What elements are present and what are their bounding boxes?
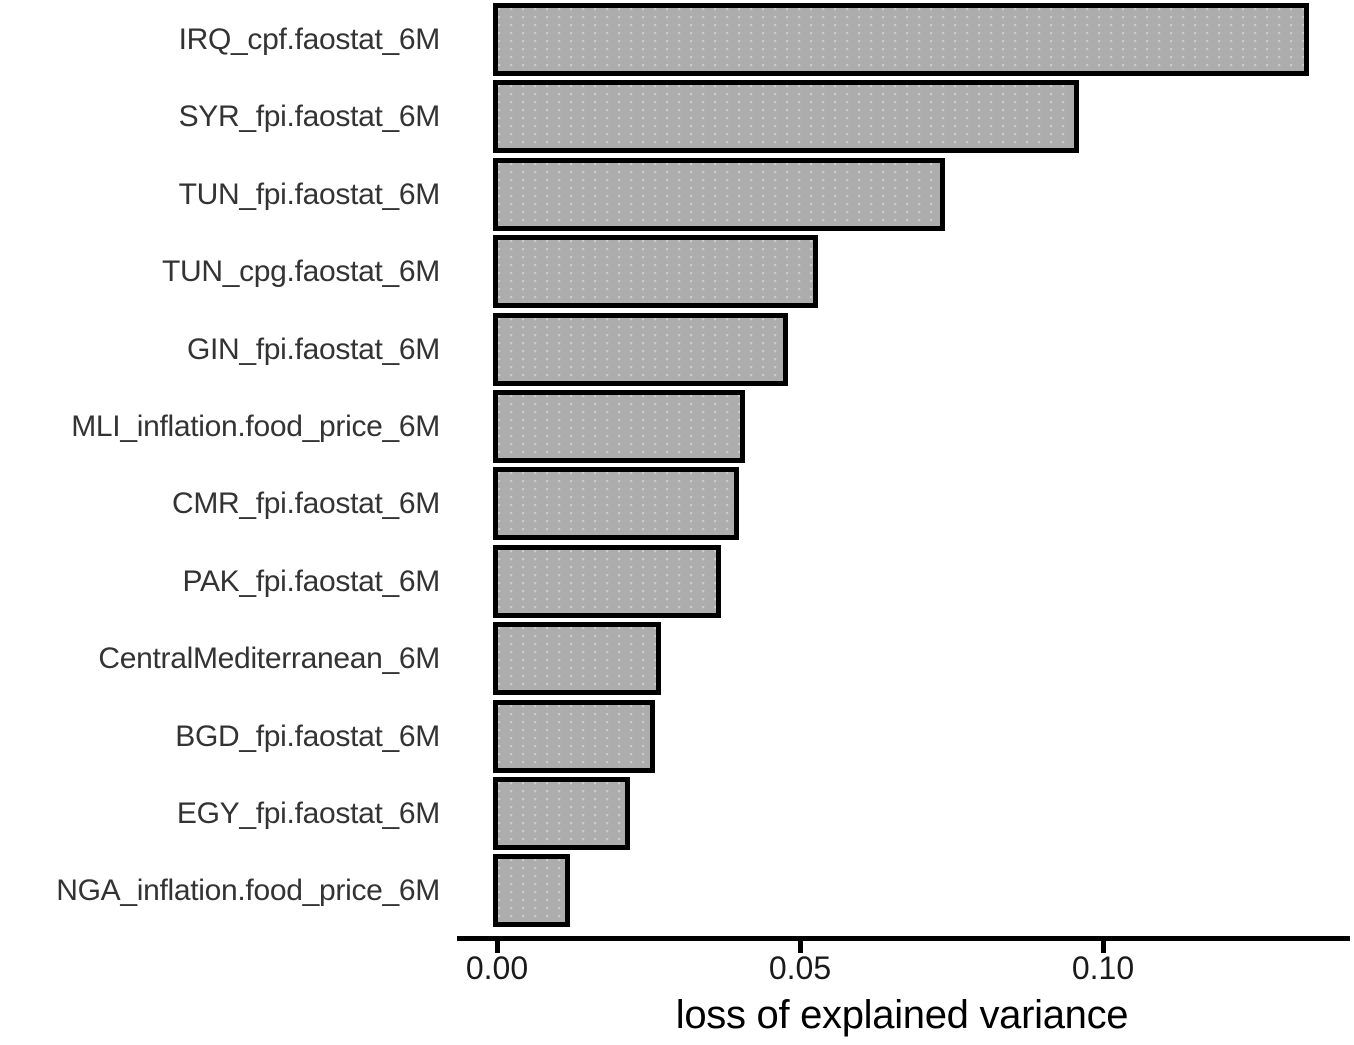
category-label: CentralMediterranean_6M — [98, 641, 440, 675]
bar-row: TUN_cpg.faostat_6M — [0, 235, 1354, 308]
bar — [493, 545, 721, 618]
bar-row: CMR_fpi.faostat_6M — [0, 467, 1354, 540]
category-label: IRQ_cpf.faostat_6M — [178, 22, 441, 56]
category-label: CMR_fpi.faostat_6M — [171, 486, 440, 520]
category-label: BGD_fpi.faostat_6M — [175, 719, 440, 753]
x-tick-label: 0.00 — [465, 950, 529, 986]
bar — [493, 467, 739, 540]
category-label: SYR_fpi.faostat_6M — [178, 99, 441, 133]
bar-row: PAK_fpi.faostat_6M — [0, 545, 1354, 618]
x-axis-line — [457, 936, 1350, 941]
bar — [493, 700, 655, 773]
bar-row: NGA_inflation.food_price_6M — [0, 854, 1354, 927]
bar-row: SYR_fpi.faostat_6M — [0, 80, 1354, 153]
bar — [493, 313, 788, 386]
category-label: TUN_fpi.faostat_6M — [178, 177, 441, 211]
bar-row: BGD_fpi.faostat_6M — [0, 700, 1354, 773]
bar — [493, 3, 1309, 76]
x-tick-mark — [495, 941, 500, 953]
category-label: NGA_inflation.food_price_6M — [56, 873, 440, 907]
x-tick-label: 0.05 — [768, 950, 832, 986]
x-axis-title: loss of explained variance — [675, 993, 1129, 1037]
bar — [493, 235, 818, 308]
category-label: EGY_fpi.faostat_6M — [176, 796, 440, 830]
category-label: TUN_cpg.faostat_6M — [161, 254, 440, 288]
category-label: GIN_fpi.faostat_6M — [186, 332, 440, 366]
x-tick-mark — [1101, 941, 1106, 953]
bar-row: GIN_fpi.faostat_6M — [0, 313, 1354, 386]
x-tick-mark — [798, 941, 803, 953]
bar — [493, 158, 945, 231]
bar-row: MLI_inflation.food_price_6M — [0, 390, 1354, 463]
bar — [493, 80, 1079, 153]
bar — [493, 622, 661, 695]
x-tick-label: 0.10 — [1071, 950, 1135, 986]
bar — [493, 390, 745, 463]
bar-row: IRQ_cpf.faostat_6M — [0, 3, 1354, 76]
bar — [493, 777, 630, 850]
category-label: MLI_inflation.food_price_6M — [71, 409, 440, 443]
category-label: PAK_fpi.faostat_6M — [182, 564, 440, 598]
bar — [493, 854, 570, 927]
bar-row: CentralMediterranean_6M — [0, 622, 1354, 695]
bar-row: EGY_fpi.faostat_6M — [0, 777, 1354, 850]
bar-row: TUN_fpi.faostat_6M — [0, 158, 1354, 231]
